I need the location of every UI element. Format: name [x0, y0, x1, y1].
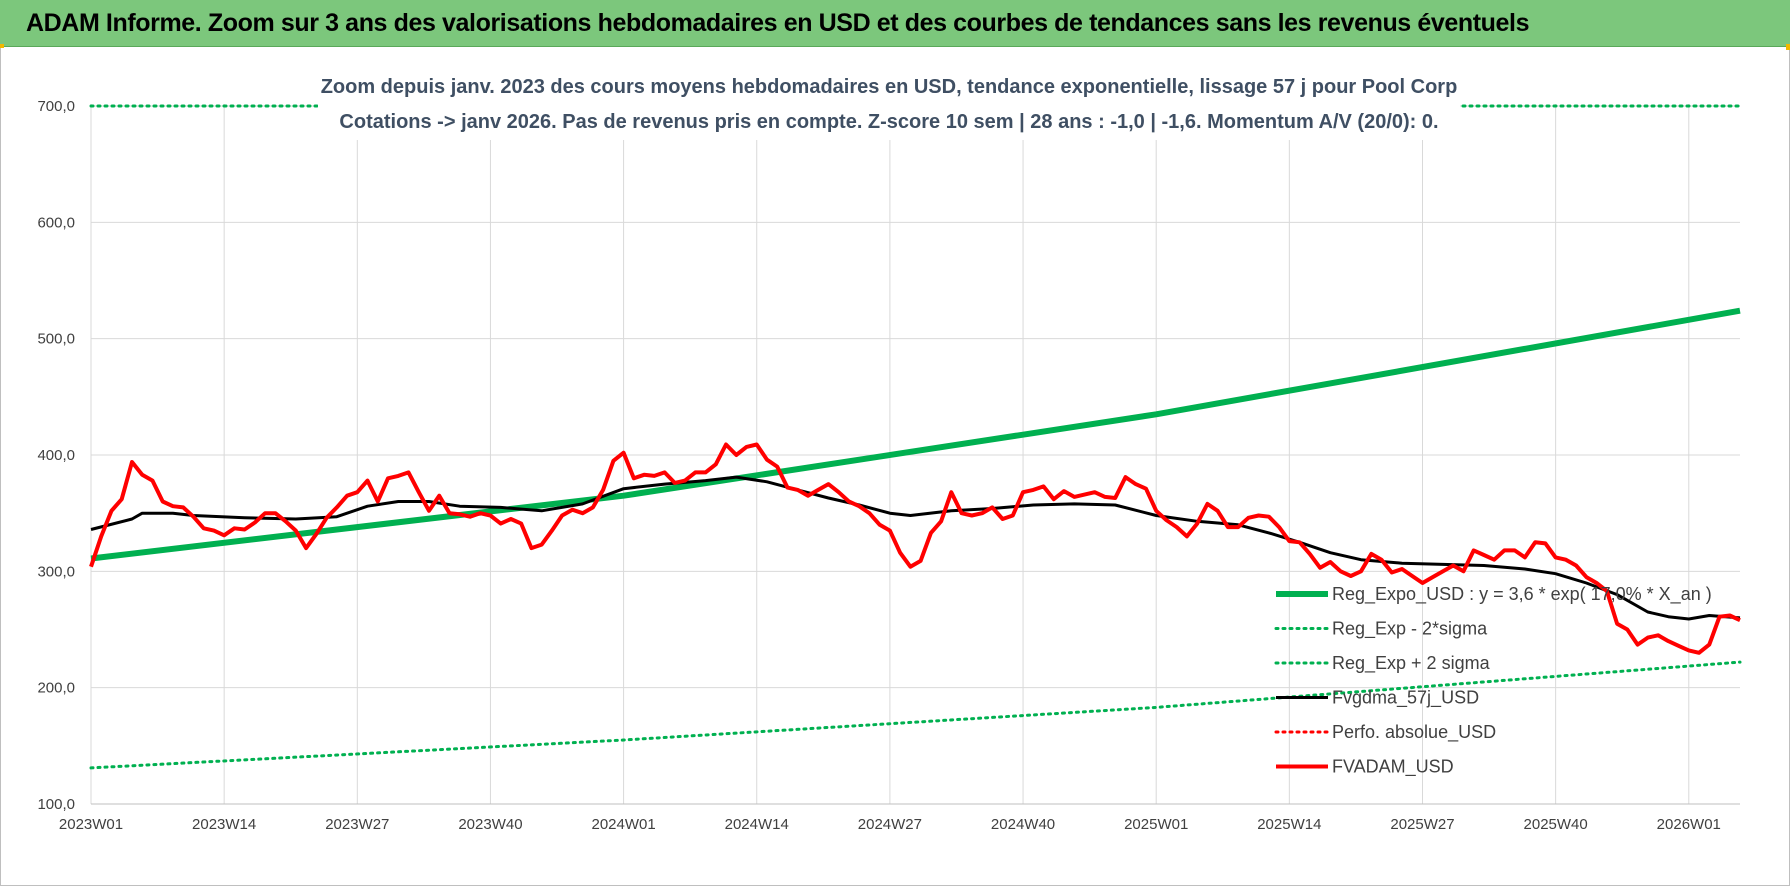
x-tick-label: 2024W40 — [991, 816, 1055, 833]
corner-marker-right — [1786, 44, 1790, 50]
y-tick-label: 300,0 — [37, 563, 75, 580]
x-tick-label: 2024W01 — [591, 816, 655, 833]
series-line-0 — [90, 307, 1741, 562]
grid — [90, 104, 1740, 805]
legend-label: Fvgdma_57j_USD — [1332, 688, 1479, 709]
x-tick-label: 2024W27 — [858, 816, 922, 833]
y-tick-label: 200,0 — [37, 680, 75, 697]
x-tick-label: 2025W14 — [1257, 816, 1321, 833]
legend: Reg_Expo_USD : y = 3,6 * exp( 17,0% * X_… — [1274, 584, 1712, 778]
report-header: ADAM Informe. Zoom sur 3 ans des valoris… — [0, 0, 1790, 47]
x-tick-label: 2025W40 — [1524, 816, 1588, 833]
x-tick-label: 2023W40 — [458, 816, 522, 833]
series-group — [89, 104, 1742, 770]
legend-label: Reg_Exp + 2 sigma — [1332, 653, 1491, 674]
axis-ticks: 100,0 200,0 300,0 400,0 500,0 600,0 700,0 2023W… — [37, 98, 1720, 833]
x-tick-label: 2025W01 — [1124, 816, 1188, 833]
x-tick-label: 2023W14 — [192, 816, 256, 833]
series-line-5 — [89, 442, 1741, 655]
series-line-1 — [89, 660, 1742, 770]
subtitle-line-1: Zoom depuis janv. 2023 des cours moyens … — [321, 76, 1458, 98]
corner-marker-left — [0, 44, 4, 48]
report-title: ADAM Informe. Zoom sur 3 ans des valoris… — [26, 9, 1530, 37]
legend-label: FVADAM_USD — [1332, 757, 1454, 778]
y-tick-label: 100,0 — [37, 796, 75, 813]
y-tick-label: 400,0 — [37, 447, 75, 464]
x-tick-label: 2024W14 — [725, 816, 789, 833]
chart-subtitle: Zoom depuis janv. 2023 des cours moyens … — [318, 64, 1460, 140]
legend-label: Perfo. absolue_USD — [1332, 722, 1496, 743]
legend-label: Reg_Exp - 2*sigma — [1332, 619, 1488, 640]
y-tick-label: 500,0 — [37, 331, 75, 348]
subtitle-line-2: Cotations -> janv 2026. Pas de revenus p… — [339, 111, 1438, 133]
x-tick-label: 2025W27 — [1390, 816, 1454, 833]
legend-label: Reg_Expo_USD : y = 3,6 * exp( 17,0% * X_… — [1332, 584, 1712, 605]
x-tick-label: 2023W27 — [325, 816, 389, 833]
y-tick-label: 700,0 — [37, 98, 75, 115]
series-line-3 — [90, 475, 1741, 621]
x-tick-label: 2026W01 — [1657, 816, 1721, 833]
x-tick-label: 2023W01 — [59, 816, 123, 833]
y-tick-label: 600,0 — [37, 214, 75, 231]
